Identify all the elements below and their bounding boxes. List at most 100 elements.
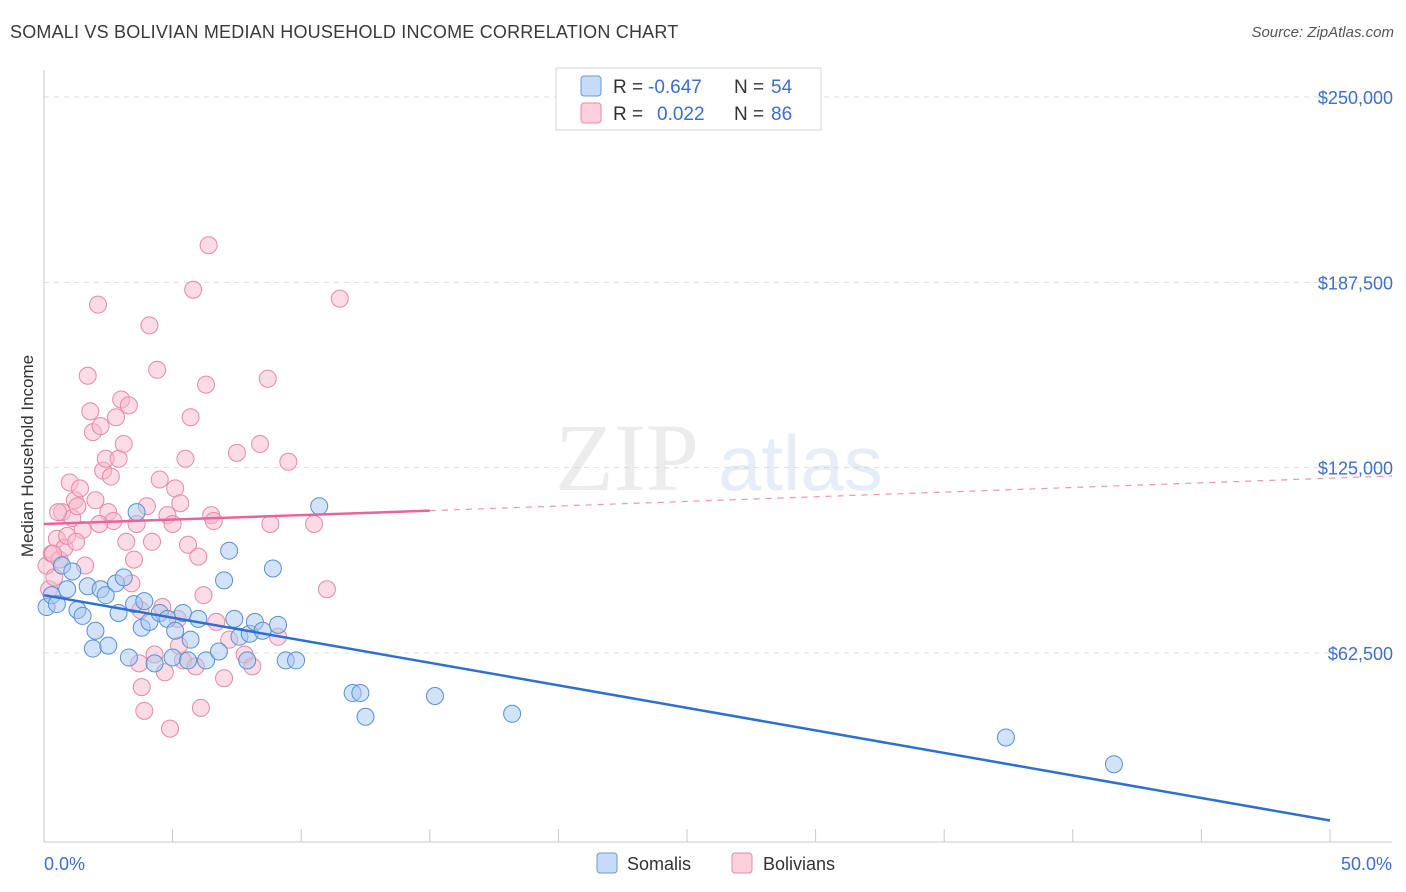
- bolivian-point: [91, 417, 110, 436]
- stats-legend: R = -0.647 N = 54 R = 0.022 N = 86: [555, 67, 822, 131]
- bolivian-point: [317, 580, 336, 599]
- bolivian-point: [191, 698, 210, 717]
- bolivian-point: [90, 515, 109, 534]
- somali-r-label: R =: [613, 77, 643, 98]
- somali-point: [179, 651, 198, 670]
- bolivian-point: [171, 494, 190, 513]
- somali-points: [37, 497, 1123, 774]
- bolivian-point: [261, 515, 280, 534]
- x-tick-label-min: 0.0%: [44, 854, 85, 874]
- y-axis-title: Median Household Income: [18, 355, 37, 557]
- somali-point: [119, 648, 138, 667]
- bolivian-point: [119, 396, 138, 415]
- x-ticks: [43, 829, 1331, 842]
- somali-n-label: N =: [734, 77, 764, 98]
- bolivian-point: [184, 280, 203, 299]
- bolivian-n-value: 86: [771, 104, 792, 125]
- bolivian-point: [89, 295, 108, 314]
- bolivian-point: [132, 678, 151, 697]
- somali-trend-line: [43, 593, 1331, 822]
- bolivian-point: [207, 612, 226, 631]
- bolivian-point: [101, 467, 120, 486]
- somali-point: [238, 651, 257, 670]
- bolivians-legend-swatch: [731, 852, 753, 874]
- chart-title: SOMALI VS BOLIVIAN MEDIAN HOUSEHOLD INCO…: [10, 22, 679, 42]
- watermark: ZIP atlas: [555, 404, 883, 511]
- bolivian-point: [78, 366, 97, 385]
- somalis-legend-label: Somalis: [627, 854, 691, 874]
- bolivian-legend-swatch: [580, 102, 602, 124]
- bolivian-point: [176, 449, 195, 468]
- series-legend: Somalis Bolivians: [596, 852, 835, 874]
- bolivian-point: [81, 402, 100, 421]
- bolivian-point: [181, 408, 200, 427]
- somali-point: [58, 580, 77, 599]
- somali-point: [114, 568, 133, 587]
- bolivian-point: [150, 470, 169, 489]
- somali-point: [63, 562, 82, 581]
- somali-point: [503, 704, 522, 723]
- bolivian-point: [227, 443, 246, 462]
- x-tick-label-max: 50.0%: [1341, 854, 1392, 874]
- trend-lines: [43, 475, 1393, 822]
- somali-point: [163, 648, 182, 667]
- somali-point: [173, 603, 192, 622]
- bolivian-trend-line-dashed: [429, 475, 1393, 512]
- gridlines: [44, 96, 1392, 654]
- somali-point: [220, 541, 239, 560]
- somali-point: [269, 615, 288, 634]
- bolivian-point: [305, 515, 324, 534]
- somali-legend-swatch: [580, 75, 602, 97]
- somali-point: [253, 621, 272, 640]
- bolivian-point: [114, 434, 133, 453]
- somali-point: [351, 684, 370, 703]
- somalis-legend-swatch: [596, 852, 618, 874]
- somali-point: [145, 654, 164, 673]
- y-tick-label: $250,000: [1318, 88, 1393, 108]
- bolivian-point: [71, 479, 90, 498]
- somali-point: [73, 606, 92, 625]
- bolivian-point: [279, 452, 298, 471]
- bolivian-point: [215, 669, 234, 688]
- bolivian-point: [163, 515, 182, 534]
- somali-point: [166, 621, 185, 640]
- somali-r-value: -0.647: [648, 77, 702, 98]
- bolivian-point: [140, 316, 159, 335]
- bolivian-point: [107, 408, 126, 427]
- watermark-atlas: atlas: [718, 419, 883, 507]
- bolivian-point: [199, 236, 218, 255]
- bolivian-point: [148, 360, 167, 379]
- bolivian-point: [189, 547, 208, 566]
- somali-point: [215, 571, 234, 590]
- somali-point: [310, 497, 329, 516]
- somali-point: [99, 636, 118, 655]
- somali-point: [197, 651, 216, 670]
- bolivian-point: [330, 289, 349, 308]
- somali-point: [425, 686, 444, 705]
- bolivian-point: [179, 535, 198, 554]
- bolivian-r-value: 0.022: [657, 104, 705, 125]
- somali-n-value: 54: [771, 77, 793, 98]
- somali-point: [209, 642, 228, 661]
- bolivian-r-label: R =: [613, 104, 643, 125]
- bolivian-point: [197, 375, 216, 394]
- y-tick-labels: $62,500 $125,000 $187,500 $250,000: [1318, 88, 1393, 664]
- bolivian-point: [117, 532, 136, 551]
- somali-point: [86, 621, 105, 640]
- bolivian-point: [68, 497, 87, 516]
- bolivian-point: [135, 701, 154, 720]
- bolivian-trend-line: [43, 509, 430, 526]
- bolivian-point: [251, 434, 270, 453]
- bolivian-point: [143, 532, 162, 551]
- somali-point: [127, 503, 146, 522]
- somali-point: [996, 728, 1015, 747]
- watermark-zip: ZIP: [555, 404, 699, 511]
- somali-point: [287, 651, 306, 670]
- somali-point: [1104, 755, 1123, 774]
- somali-point: [225, 609, 244, 628]
- bolivian-point: [258, 369, 277, 388]
- bolivian-point: [125, 550, 144, 569]
- somali-point: [189, 609, 208, 628]
- bolivian-point: [194, 586, 213, 605]
